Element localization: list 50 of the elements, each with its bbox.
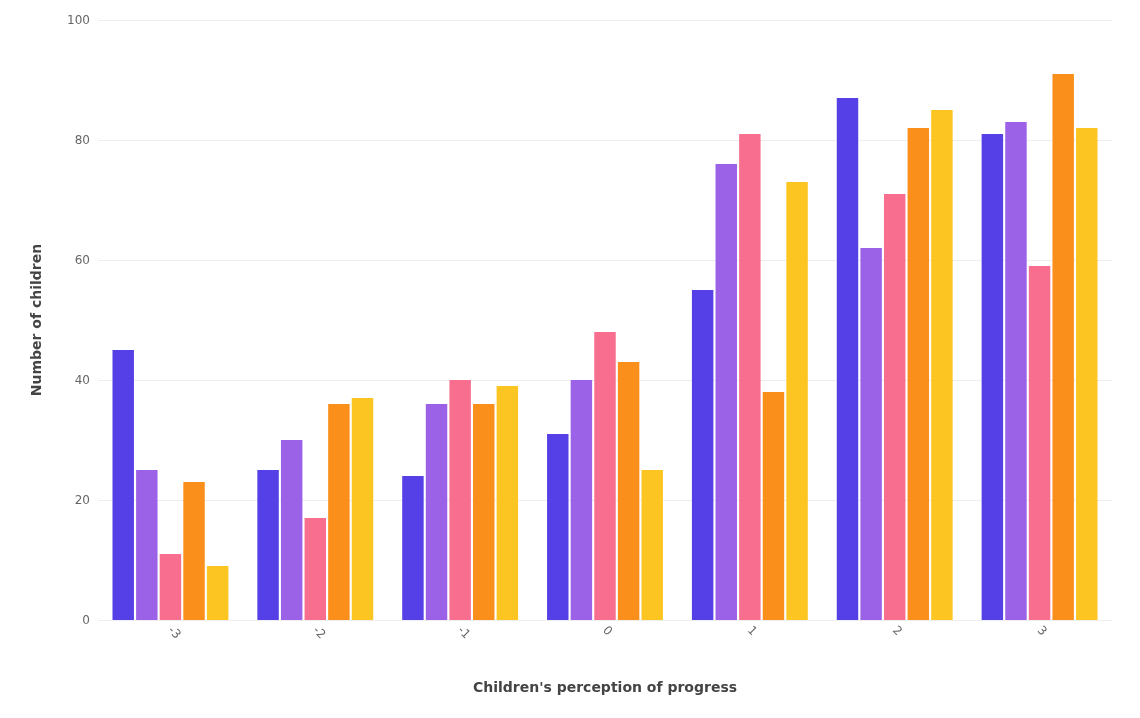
y-tick-label: 20: [74, 493, 90, 507]
bar: [786, 182, 808, 620]
bar: [594, 332, 616, 620]
bar: [206, 566, 229, 620]
x-tick-label: 3: [1034, 623, 1050, 639]
bar: [907, 128, 930, 620]
x-tick-label: 0: [600, 623, 616, 639]
bar: [1076, 128, 1098, 620]
bar: [691, 290, 714, 620]
bar: [280, 440, 303, 620]
x-tick-label: -1: [455, 623, 474, 642]
bar: [425, 404, 448, 620]
bar: [496, 386, 519, 620]
bar: [762, 392, 785, 620]
x-tick-label: 2: [889, 623, 906, 639]
bar: [1052, 74, 1074, 620]
x-tick-label: -3: [165, 623, 184, 642]
bar: [641, 470, 663, 620]
bar: [183, 482, 205, 620]
bar: [739, 134, 761, 620]
y-tick-label: 100: [67, 13, 90, 27]
bar: [304, 518, 327, 620]
y-tick-label: 0: [82, 613, 90, 627]
x-tick-label: 1: [744, 623, 761, 639]
bar: [449, 380, 471, 620]
bar: [570, 380, 593, 620]
bar: [159, 554, 182, 620]
y-axis-title: Number of children: [28, 243, 44, 397]
bar: [402, 476, 424, 620]
bar: [473, 404, 495, 620]
y-tick-label: 40: [74, 373, 90, 387]
bar: [112, 350, 134, 620]
bar: [617, 362, 640, 620]
y-tick-label: 60: [74, 253, 90, 267]
bar: [1005, 122, 1027, 620]
bar: [351, 398, 374, 620]
bar: [883, 194, 906, 620]
bar: [931, 110, 953, 620]
x-axis-title: Children's perception of progress: [472, 679, 738, 695]
bar: [860, 248, 882, 620]
bar: [328, 404, 350, 620]
bar: [257, 470, 279, 620]
y-tick-label: 80: [74, 133, 90, 147]
bar: [836, 98, 859, 620]
x-tick-label: -2: [310, 623, 329, 642]
bar: [1028, 266, 1051, 620]
bar: [136, 470, 158, 620]
bar: [715, 164, 737, 620]
bar: [981, 134, 1004, 620]
bar: [547, 434, 569, 620]
